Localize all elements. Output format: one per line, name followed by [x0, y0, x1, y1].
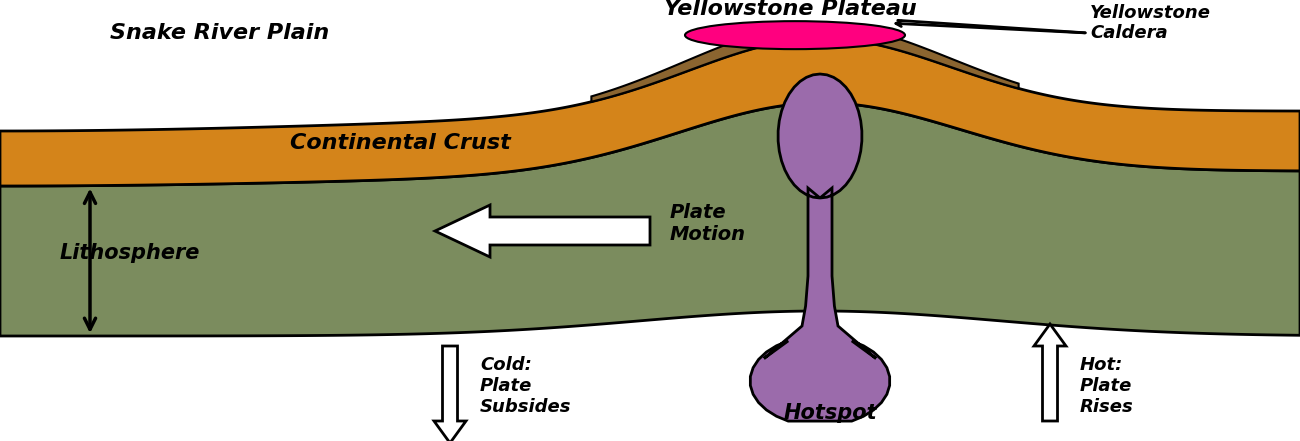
- Text: Hot:
Plate
Rises: Hot: Plate Rises: [1080, 356, 1134, 416]
- FancyArrow shape: [1034, 324, 1066, 421]
- Text: Plate
Motion: Plate Motion: [670, 202, 746, 243]
- Ellipse shape: [685, 21, 905, 49]
- Text: Continental Crust: Continental Crust: [290, 133, 511, 153]
- Text: Cold:
Plate
Subsides: Cold: Plate Subsides: [480, 356, 572, 416]
- Polygon shape: [0, 103, 1300, 336]
- Text: Lithosphere: Lithosphere: [60, 243, 200, 263]
- Polygon shape: [592, 25, 1019, 102]
- Polygon shape: [750, 74, 889, 421]
- Text: Snake River Plain: Snake River Plain: [111, 23, 330, 43]
- Text: Yellowstone
Caldera: Yellowstone Caldera: [1089, 4, 1212, 42]
- Text: Yellowstone Plateau: Yellowstone Plateau: [663, 0, 916, 19]
- Text: Hotspot: Hotspot: [783, 403, 876, 423]
- FancyArrow shape: [436, 205, 650, 257]
- FancyArrow shape: [434, 346, 465, 441]
- Polygon shape: [0, 38, 1300, 186]
